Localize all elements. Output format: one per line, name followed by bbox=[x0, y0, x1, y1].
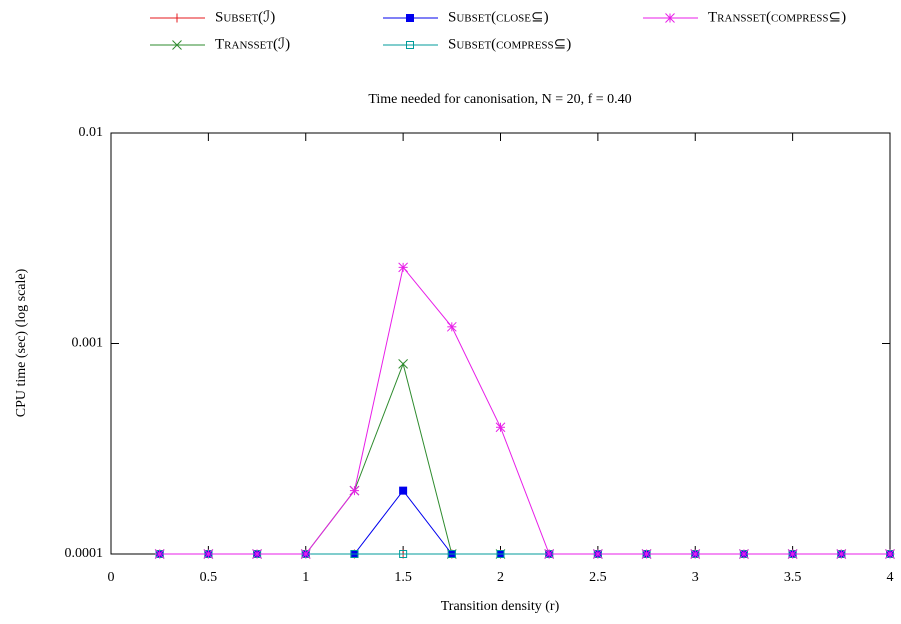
x-tick-label: 3.5 bbox=[784, 570, 802, 585]
marker-stroke bbox=[398, 262, 408, 273]
marker-stroke bbox=[349, 485, 360, 496]
marker bbox=[398, 262, 408, 273]
marker bbox=[665, 13, 675, 23]
marker-shape bbox=[350, 550, 359, 558]
legend-label: Subset(ℐ) bbox=[215, 9, 275, 25]
x-tick-label: 0 bbox=[108, 570, 115, 585]
legend-label: Subset(close⊆) bbox=[448, 9, 549, 25]
x-tick-label: 1.5 bbox=[394, 570, 412, 585]
marker-stroke bbox=[398, 359, 408, 369]
marker-stroke bbox=[885, 549, 895, 559]
marker bbox=[172, 13, 182, 23]
legend-label: Transset(ℐ) bbox=[215, 36, 290, 52]
marker bbox=[350, 550, 359, 558]
marker-stroke bbox=[252, 549, 262, 559]
marker-stroke bbox=[544, 549, 555, 559]
marker-stroke bbox=[836, 549, 847, 559]
marker bbox=[447, 550, 456, 558]
marker-stroke bbox=[203, 549, 214, 559]
marker bbox=[172, 40, 182, 50]
marker bbox=[399, 486, 408, 495]
y-tick-label: 0.01 bbox=[79, 125, 104, 140]
marker bbox=[203, 549, 214, 559]
x-tick-label: 1 bbox=[302, 570, 309, 585]
marker bbox=[406, 14, 414, 22]
marker-stroke bbox=[787, 549, 798, 559]
chart-title: Time needed for canonisation, N = 20, f … bbox=[368, 92, 631, 107]
marker bbox=[593, 549, 603, 559]
marker-stroke bbox=[172, 40, 182, 50]
marker bbox=[641, 549, 652, 559]
series-line bbox=[159, 362, 890, 555]
marker-shape bbox=[399, 550, 408, 558]
marker-shape bbox=[406, 41, 414, 49]
x-tick-label: 3 bbox=[692, 570, 699, 585]
marker-stroke bbox=[495, 422, 506, 433]
marker bbox=[399, 550, 408, 558]
marker bbox=[495, 422, 506, 433]
marker bbox=[300, 549, 311, 559]
marker bbox=[446, 321, 457, 332]
legend-label: Subset(compress⊆) bbox=[448, 36, 571, 52]
y-tick-label: 0.001 bbox=[72, 336, 104, 351]
marker bbox=[252, 549, 262, 559]
marker bbox=[787, 549, 798, 559]
marker bbox=[154, 549, 165, 559]
marker-stroke bbox=[641, 549, 652, 559]
marker-shape bbox=[406, 14, 414, 22]
marker-stroke bbox=[665, 13, 675, 23]
marker-stroke bbox=[593, 549, 603, 559]
x-tick-label: 2 bbox=[497, 570, 504, 585]
x-axis-label: Transition density (r) bbox=[441, 599, 560, 614]
marker bbox=[739, 549, 749, 559]
series-line bbox=[159, 266, 890, 555]
marker bbox=[406, 41, 414, 49]
marker bbox=[690, 549, 701, 559]
marker-shape bbox=[399, 486, 408, 495]
series-line bbox=[159, 489, 890, 555]
marker-stroke bbox=[446, 321, 457, 332]
marker-shape bbox=[447, 550, 456, 558]
marker bbox=[496, 550, 505, 558]
x-tick-label: 0.5 bbox=[200, 570, 218, 585]
y-tick-label: 0.0001 bbox=[65, 546, 104, 561]
marker-stroke bbox=[154, 549, 165, 559]
x-tick-label: 4 bbox=[887, 570, 894, 585]
x-tick-label: 2.5 bbox=[589, 570, 607, 585]
y-axis-label: CPU time (sec) (log scale) bbox=[14, 268, 29, 417]
marker-stroke bbox=[739, 549, 749, 559]
marker bbox=[398, 359, 408, 369]
marker bbox=[836, 549, 847, 559]
legend-label: Transset(compress⊆) bbox=[708, 9, 846, 25]
marker-stroke bbox=[690, 549, 701, 559]
marker bbox=[885, 549, 895, 559]
marker-stroke bbox=[300, 549, 311, 559]
plot-frame bbox=[110, 132, 891, 555]
marker-shape bbox=[496, 550, 505, 558]
marker bbox=[544, 549, 555, 559]
marker bbox=[349, 485, 360, 496]
